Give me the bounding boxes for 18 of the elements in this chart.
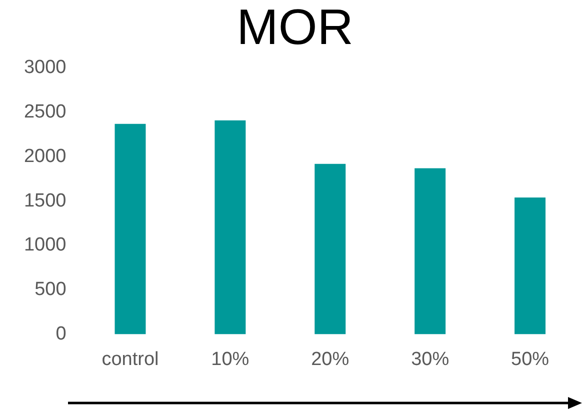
bar (114, 124, 146, 334)
chart-title: MOR (236, 0, 354, 55)
y-tick-label: 1000 (24, 234, 66, 256)
x-tick-label: 20% (311, 348, 350, 370)
y-tick-label: 2500 (24, 102, 66, 123)
y-tick-label: 3000 (24, 57, 66, 78)
y-tick-label: 2000 (24, 146, 66, 167)
bar (514, 198, 546, 334)
x-tick-label: control (102, 348, 159, 370)
x-tick-label: 50% (511, 348, 550, 370)
bar (414, 168, 446, 334)
x-tick-label: 30% (411, 348, 450, 370)
y-tick-label: 0 (56, 323, 66, 344)
bar (314, 164, 346, 334)
y-tick-label: 500 (34, 279, 66, 300)
x-tick-label: 10% (211, 348, 250, 370)
y-tick-label: 1500 (24, 190, 66, 212)
bar (214, 120, 246, 334)
